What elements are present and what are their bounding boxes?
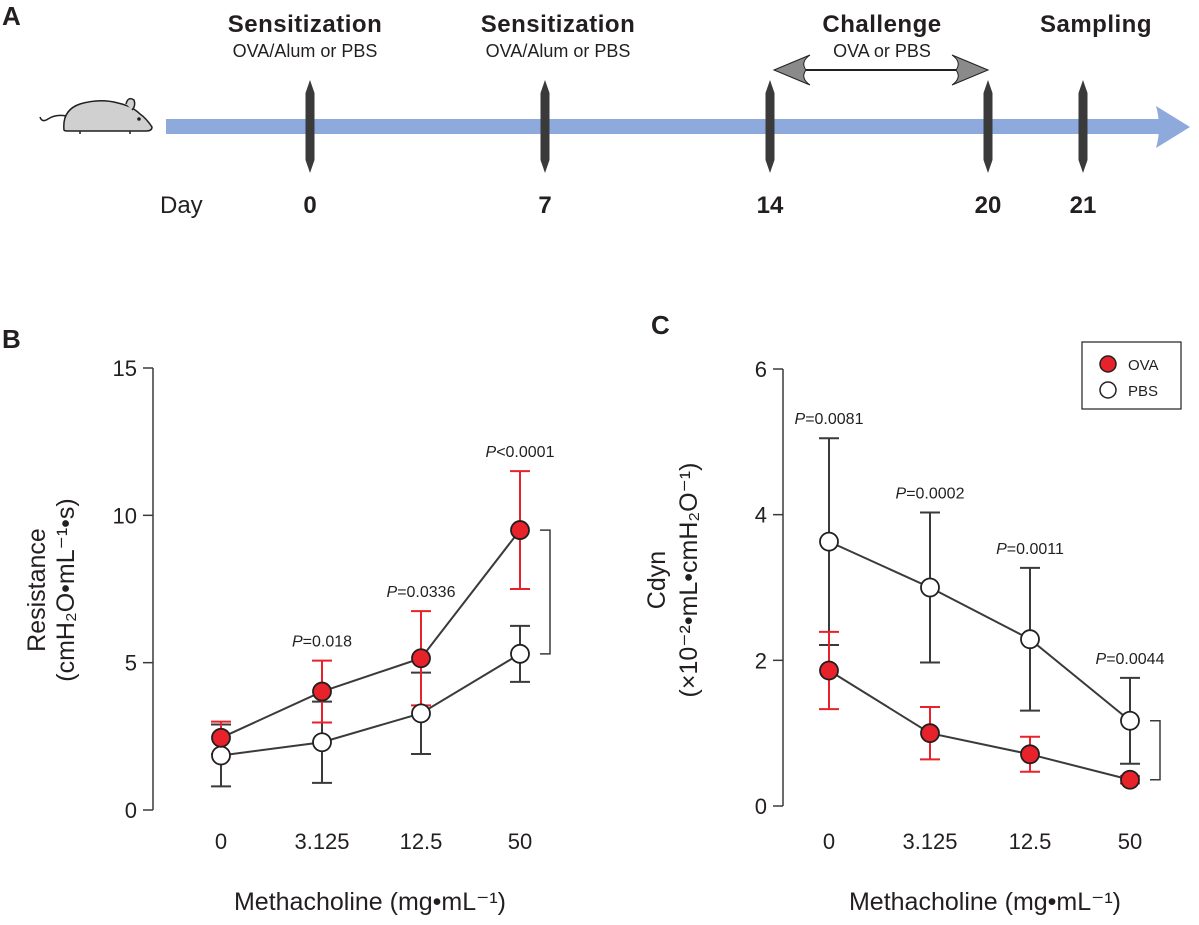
- legend-ova-label: OVA: [1128, 357, 1159, 374]
- data-point-pbs: [1120, 710, 1140, 731]
- y-axis-title-line2: (×10⁻²•mL•cmH₂O⁻¹): [675, 463, 703, 698]
- data-point-ova: [920, 723, 940, 744]
- day-number-14: 14: [757, 192, 784, 219]
- day-number-21: 21: [1070, 192, 1097, 219]
- x-tick-label: 3.125: [294, 829, 349, 854]
- y-tick-label: 10: [113, 503, 137, 528]
- x-axis-title: Methacholine (mg•mL⁻¹): [234, 888, 506, 916]
- timeline-marker-day-0: [305, 80, 315, 173]
- legend-box: [1081, 341, 1182, 410]
- y-axis-title-line2: (cmH₂O•mL⁻¹•s): [52, 498, 80, 681]
- panel-b-letter: B: [2, 324, 21, 354]
- y-tick-label: 5: [125, 651, 137, 676]
- data-point-pbs: [411, 703, 431, 724]
- data-point-pbs: [1020, 629, 1040, 650]
- data-point-ova: [510, 520, 530, 540]
- panel-a-letter: A: [2, 1, 21, 31]
- y-tick-label: 2: [755, 648, 767, 673]
- mouse-icon: [39, 97, 153, 134]
- series-line-pbs: [828, 540, 1131, 722]
- data-point-pbs: [211, 745, 231, 766]
- stage-title-day-7: Sensitization: [481, 11, 636, 38]
- data-point-ova: [411, 648, 431, 669]
- timeline-arrow: [166, 106, 1190, 148]
- y-tick-label: 0: [125, 798, 137, 823]
- timeline-marker-day-7: [540, 80, 550, 173]
- panel-c-letter: C: [651, 310, 670, 340]
- y-tick-label: 6: [755, 357, 767, 382]
- timeline-events: 0 Sensitization OVA/Alum or PBS 7 Sensitizat…: [228, 11, 1152, 219]
- challenge-title: Challenge: [822, 11, 941, 38]
- x-tick-label: 0: [215, 829, 227, 854]
- day-axis-label: Day: [160, 192, 203, 219]
- y-tick-label: 15: [113, 356, 137, 381]
- x-axis-title: Methacholine (mg•mL⁻¹): [849, 888, 1121, 916]
- y-tick-label: 4: [755, 503, 767, 528]
- x-tick-label: 0: [823, 829, 835, 854]
- p-value-label: P=0.0002: [896, 485, 965, 502]
- series-line-ova: [828, 669, 1131, 781]
- data-point-pbs: [510, 643, 530, 664]
- data-point-pbs: [312, 732, 332, 753]
- stage-title-day-0: Sensitization: [228, 11, 383, 38]
- y-axis-title-line1: Cdyn: [643, 551, 671, 609]
- chart-c-cdyn: 0 2 4 6 0 3.125 12.5 50 Methacholine (mg•mL⁻¹) Cd…: [643, 357, 1165, 916]
- p-value-label: P<0.0001: [486, 444, 555, 461]
- panel-a: A Day 0 Sensitization OVA/Alum or PBS 7 Sens…: [2, 1, 1190, 219]
- data-point-ova: [1120, 769, 1140, 790]
- significance-bracket: [1150, 720, 1161, 781]
- challenge-subtitle: OVA or PBS: [833, 41, 931, 61]
- data-point-ova: [1020, 744, 1040, 765]
- data-point-ova: [211, 727, 231, 748]
- p-value-label: P=0.018: [292, 634, 352, 651]
- y-tick-label: 0: [755, 794, 767, 819]
- data-point-ova: [819, 660, 839, 681]
- data-point-pbs: [920, 577, 940, 598]
- y-axis-title-line1: Resistance: [23, 528, 51, 652]
- stage-title-day-21: Sampling: [1040, 11, 1152, 38]
- p-value-label: P=0.0081: [795, 411, 864, 428]
- series-line-pbs: [220, 652, 521, 757]
- x-tick-label: 3.125: [902, 829, 957, 854]
- p-value-label: P=0.0336: [387, 584, 456, 601]
- timeline-marker-day-21: [1078, 80, 1088, 173]
- x-tick-label: 50: [1118, 829, 1142, 854]
- x-tick-label: 12.5: [400, 829, 443, 854]
- challenge-arrow: [772, 54, 990, 86]
- x-tick-label: 12.5: [1009, 829, 1052, 854]
- day-number-0: 0: [303, 192, 316, 219]
- legend: OVA PBS: [1081, 341, 1182, 410]
- data-point-ova: [312, 681, 332, 702]
- chart-b-resistance: 0 5 10 15 0 3.125 12.5 50 Methacholine (mg•mL⁻¹)…: [23, 356, 555, 916]
- legend-ova-marker: [1099, 355, 1117, 373]
- legend-pbs-label: PBS: [1128, 383, 1158, 400]
- legend-pbs-marker: [1099, 381, 1117, 399]
- series-line-ova: [220, 529, 521, 739]
- timeline-marker-day-20: [983, 80, 993, 173]
- p-value-label: P=0.0044: [1096, 651, 1165, 668]
- significance-bracket: [540, 529, 551, 655]
- stage-subtitle-day-0: OVA/Alum or PBS: [233, 41, 378, 61]
- day-number-7: 7: [538, 192, 551, 219]
- timeline-marker-day-14: [765, 80, 775, 173]
- data-point-pbs: [819, 531, 839, 552]
- day-number-20: 20: [975, 192, 1002, 219]
- p-value-label: P=0.0011: [996, 541, 1064, 558]
- x-tick-label: 50: [508, 829, 532, 854]
- stage-subtitle-day-7: OVA/Alum or PBS: [486, 41, 631, 61]
